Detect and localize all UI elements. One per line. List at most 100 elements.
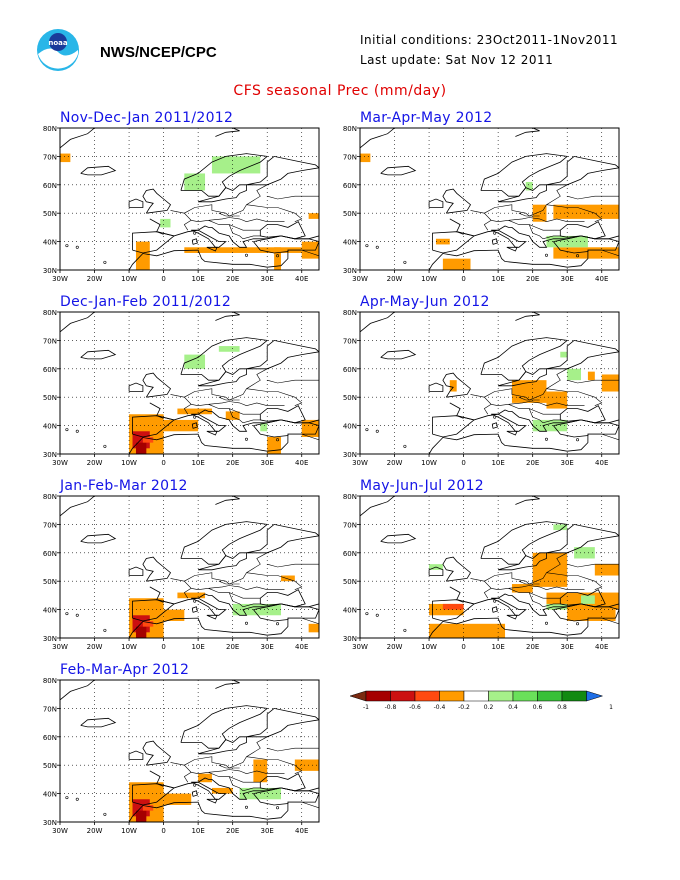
lon-tick-label: 30W [52,275,68,283]
lon-tick-label: 40E [295,275,308,283]
island [276,622,280,626]
lon-tick-label: 30E [261,275,274,283]
lon-tick-label: 0 [161,827,165,835]
coastline [197,184,247,203]
country-border [170,210,285,223]
coastline [142,372,172,398]
wet-anomaly-cell [211,156,261,174]
country-border [183,772,192,783]
dry-anomaly-cell [511,380,547,403]
country-border [246,388,303,406]
legend-arrow-left [350,690,367,702]
coastline [128,566,144,576]
map-content [360,496,619,638]
coastline [491,606,498,613]
lon-tick-label: 0 [461,643,465,651]
lon-tick-label: 40E [595,643,608,651]
dry-anomaly-cell [601,374,619,392]
lat-tick-label: 70N [343,153,357,161]
island [365,428,369,432]
country-border [518,396,540,401]
panel-title: Apr-May-Jun 2012 [360,294,490,310]
coastline [246,155,319,186]
wet-anomaly-cell [160,218,171,228]
coastline [380,349,417,360]
coastline [180,153,269,197]
lat-tick-label: 30N [43,819,57,827]
country-border [170,394,285,407]
lon-tick-label: 10E [191,275,204,283]
lon-tick-label: 30W [352,459,368,467]
island [111,641,113,643]
country-border [183,588,192,599]
coastline [60,680,95,701]
coastline [191,422,198,429]
country-border [601,433,619,441]
legend-label: -0.8 [385,704,397,711]
lon-tick-label: 20E [526,459,539,467]
coastline [215,128,240,137]
country-border [218,396,240,401]
lon-tick-label: 30W [52,827,68,835]
lat-tick-label: 80N [343,125,357,133]
legend-label: 0.8 [557,704,567,711]
dry-anomaly-cell [274,247,282,270]
lat-tick-label: 60N [43,734,57,742]
country-border [218,764,240,769]
lon-tick-label: 20E [226,643,239,651]
coastline [432,599,475,622]
lat-tick-label: 50N [343,210,357,218]
coastline [515,312,540,321]
lat-tick-label: 50N [343,394,357,402]
coastline [191,229,227,248]
color-legend: -1 -0.8 -0.6 -0.4 -0.2 0.2 0.4 0.6 0.8 1 [350,690,613,711]
panel-title: Mar-Apr-May 2012 [360,110,493,126]
country-border [567,563,619,568]
coastline [215,312,240,321]
lon-tick-label: 10W [121,459,137,467]
panel-title: Dec-Jan-Feb 2011/2012 [60,294,232,310]
coastline [491,422,498,429]
coastline [197,736,247,755]
coastline [480,153,569,197]
coastline [515,128,540,137]
coastline [497,552,547,571]
dry-anomaly-cell [553,247,619,259]
island [576,438,580,442]
country-border [228,224,261,240]
coastline [559,221,606,240]
lon-tick-label: 40E [295,643,308,651]
country-border [456,415,464,419]
lat-tick-label: 40N [43,423,57,431]
panel-ndj: Nov-Dec-Jan 2011/2012 80N 70N 60N 50N 40N 30N… [30,110,320,290]
lon-tick-label: 0 [161,643,165,651]
coastline [259,589,306,608]
coastline [191,413,227,432]
island [411,273,413,275]
dry-anomaly-cell [567,609,616,621]
dry-anomaly-cell [253,759,268,783]
map-frame [59,127,320,271]
map-frame [359,495,620,639]
island [493,415,497,419]
dry-anomaly-cell [594,564,619,576]
lat-tick-label: 80N [343,309,357,317]
lon-tick-label: 20E [226,827,239,835]
lon-tick-label: 10E [191,459,204,467]
map-content [360,128,619,275]
country-border [218,580,240,585]
island [276,806,280,810]
wet-anomaly-cell [525,181,533,191]
coastline [132,415,175,438]
coastline [360,496,395,517]
lon-tick-label: 10E [491,643,504,651]
country-border [183,220,192,231]
lon-tick-label: 20E [526,275,539,283]
coastline [191,790,198,797]
country-border [301,617,319,625]
dry-anomaly-cell [435,238,450,245]
coastline [128,750,144,760]
lon-tick-label: 10W [121,827,137,835]
country-border [456,599,464,603]
country-border [601,249,619,257]
